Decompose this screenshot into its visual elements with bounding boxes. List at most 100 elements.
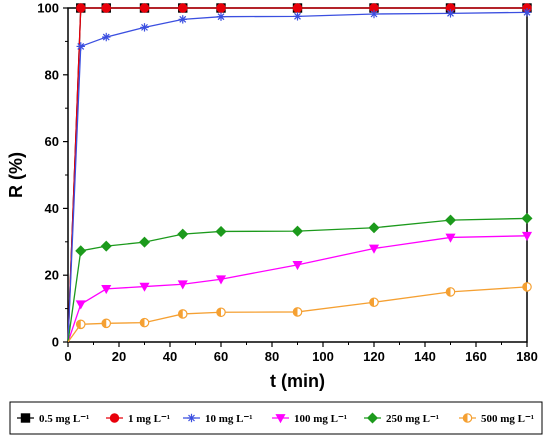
data-point (291, 225, 304, 237)
data-point (178, 15, 187, 24)
y-axis-title: R (%) (6, 152, 26, 198)
data-point (444, 214, 457, 226)
y-tick-label: 40 (45, 201, 59, 216)
star-stroke (141, 23, 148, 31)
data-point (76, 42, 85, 51)
marker-half-fill (140, 318, 145, 327)
data-point (292, 3, 303, 13)
x-tick-label: 160 (465, 349, 487, 364)
data-point (177, 280, 188, 290)
data-point (76, 3, 86, 13)
star-stroke (523, 8, 531, 16)
star-stroke (77, 42, 85, 50)
x-axis-title: t (min) (270, 371, 325, 391)
data-point (140, 23, 149, 32)
marker-half-fill (216, 308, 221, 317)
series-line (67, 7, 527, 343)
data-point (75, 245, 87, 257)
marker-half-fill (446, 287, 451, 297)
y-tick-label: 60 (45, 134, 59, 149)
data-point (215, 225, 227, 237)
data-point (178, 3, 188, 13)
data-point (292, 260, 303, 271)
star-stroke (217, 13, 225, 21)
x-tick-label: 0 (64, 349, 71, 364)
series-3 (67, 231, 533, 343)
data-point (102, 32, 111, 42)
series-line (67, 286, 528, 343)
legend-item: 1 mg L⁻¹ (106, 413, 170, 425)
x-tick-label: 80 (265, 349, 279, 364)
data-point (446, 9, 455, 18)
data-point (177, 309, 188, 319)
data-point (139, 317, 150, 328)
data-point (215, 275, 227, 285)
series-line (67, 11, 528, 343)
data-point (75, 319, 86, 330)
legend-item: 100 mg L⁻¹ (272, 413, 347, 425)
y-tick-label: 80 (45, 67, 59, 82)
x-tick-label: 20 (112, 349, 126, 364)
x-tick-label: 180 (516, 349, 538, 364)
legend-marker (187, 413, 196, 423)
data-point (75, 300, 86, 310)
legend-item: 10 mg L⁻¹ (183, 413, 253, 425)
data-point (177, 228, 189, 240)
marker-half-fill (293, 307, 298, 317)
data-point (292, 307, 303, 317)
data-point (101, 285, 112, 295)
plot-area: 0 20 40 60 80 100 120 140 160 180 0 20 40 60 80 100 (37, 1, 538, 365)
data-point (216, 12, 226, 21)
data-point (522, 8, 532, 17)
data-point (369, 9, 379, 19)
star-stroke (102, 33, 110, 41)
series-line (67, 235, 528, 343)
marker-half-fill (463, 413, 468, 423)
x-tick-label: 100 (312, 349, 334, 364)
legend-label: 500 mg L⁻¹ (481, 413, 534, 425)
data-point (139, 282, 150, 292)
data-point (101, 3, 111, 13)
y-tick-label: 0 (52, 335, 59, 350)
data-point (369, 297, 379, 308)
series-layer (67, 3, 533, 343)
legend-label: 1 mg L⁻¹ (128, 413, 170, 425)
data-point (368, 244, 380, 254)
marker-half-fill (522, 282, 527, 292)
series-1 (67, 3, 532, 343)
data-point (139, 3, 150, 13)
data-point (522, 282, 532, 292)
y-axis-ticks: 0 20 40 60 80 100 (37, 1, 68, 350)
x-axis-ticks: 0 20 40 60 80 100 120 140 160 180 (64, 342, 538, 364)
legend-marker (20, 413, 31, 423)
x-tick-label: 140 (414, 349, 436, 364)
marker-half-fill (76, 320, 81, 329)
legend-marker (366, 412, 379, 424)
data-point (100, 240, 112, 252)
x-tick-label: 40 (163, 349, 177, 364)
data-point (521, 212, 533, 224)
marker-half-fill (102, 319, 107, 328)
data-point (445, 287, 456, 297)
marker-half-fill (178, 309, 183, 319)
series-2 (67, 8, 532, 343)
legend-label: 10 mg L⁻¹ (205, 413, 253, 425)
y-tick-label: 100 (37, 1, 59, 16)
legend-label: 250 mg L⁻¹ (386, 413, 439, 425)
legend-label: 0.5 mg L⁻¹ (39, 413, 89, 425)
legend-item: 250 mg L⁻¹ (364, 412, 439, 425)
data-point (445, 233, 456, 243)
series-5 (67, 282, 532, 343)
legend-marker (275, 414, 286, 424)
star-stroke (188, 414, 195, 422)
legend-marker (462, 413, 473, 423)
legend-label: 100 mg L⁻¹ (294, 413, 347, 425)
star-stroke (370, 10, 378, 18)
legend-item: 500 mg L⁻¹ (459, 413, 534, 425)
series-4 (67, 212, 533, 343)
star-stroke (447, 9, 454, 17)
marker-half-fill (369, 298, 374, 307)
star-stroke (294, 12, 301, 20)
legend-marker (109, 413, 120, 423)
